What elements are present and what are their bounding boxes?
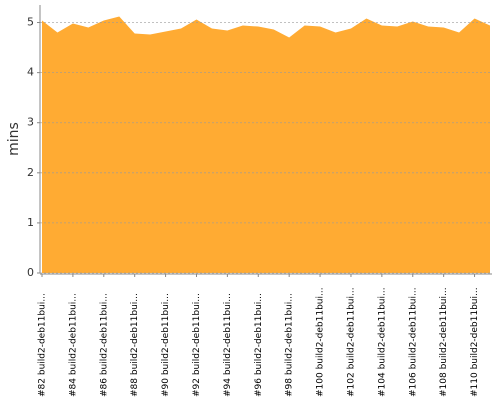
x-tick-label: #98 build2-deb11bui...: [285, 293, 295, 397]
area: [42, 16, 490, 274]
y-tick-label: 4: [27, 66, 34, 79]
x-tick-label: #82 build2-deb11bui...: [38, 293, 48, 397]
x-tick-label: #92 build2-deb11bui...: [192, 293, 202, 397]
x-tick-label: #108 build2-deb11bui...: [439, 287, 449, 397]
x-tick-label: #104 build2-deb11bui...: [377, 287, 387, 397]
x-tick-label: #96 build2-deb11bui...: [254, 293, 264, 397]
y-tick-label: 3: [27, 116, 34, 129]
x-tick-label: #102 build2-deb11bui...: [346, 287, 356, 397]
x-tick-label: #100 build2-deb11bui...: [316, 287, 326, 397]
y-tick-label: 0: [27, 266, 34, 279]
x-tick-label: #86 build2-deb11bui...: [99, 293, 109, 397]
x-tick-label: #110 build2-deb11bui...: [470, 287, 480, 397]
y-tick-label: 1: [27, 216, 34, 229]
y-axis-label: mins: [6, 122, 22, 156]
x-tick-label: #94 build2-deb11bui...: [223, 293, 233, 397]
x-tick-label: #84 build2-deb11bui...: [68, 293, 78, 397]
x-tick-label: #90 build2-deb11bui...: [161, 293, 171, 397]
y-tick-label: 5: [27, 16, 34, 29]
x-tick-label: #106 build2-deb11bui...: [408, 287, 418, 397]
y-tick-label: 2: [27, 166, 34, 179]
x-tick-label: #88 build2-deb11bui...: [130, 293, 140, 397]
